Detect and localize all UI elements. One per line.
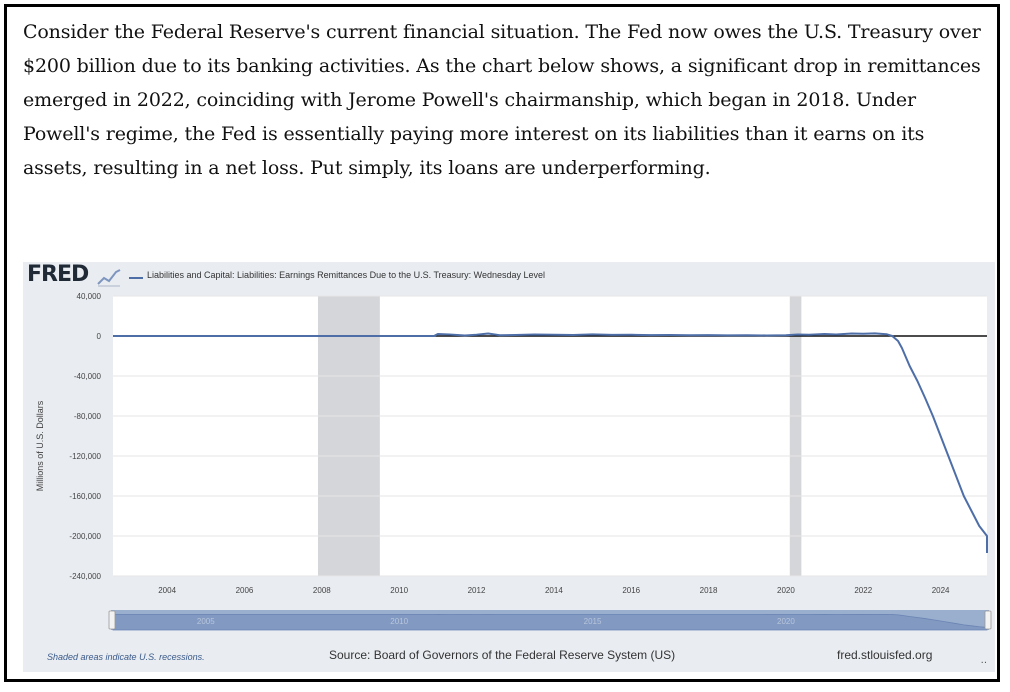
x-tick-label-8: 2020 xyxy=(777,586,795,595)
recession-band-0 xyxy=(317,296,380,576)
navigator-series xyxy=(112,614,988,631)
x-tick-label-9: 2022 xyxy=(854,586,872,595)
y-tick-label-5: -160,000 xyxy=(69,492,101,501)
y-tick-label-0: 40,000 xyxy=(77,292,102,301)
navigator-left-handle[interactable] xyxy=(108,610,116,630)
y-axis-label: Millions of U.S. Dollars xyxy=(35,400,45,491)
recession-band-1 xyxy=(789,296,802,576)
intro-paragraph: Consider the Federal Reserve's current f… xyxy=(23,21,981,179)
source-attribution: Source: Board of Governors of the Federa… xyxy=(329,648,676,662)
line-chart: 40,000 0 -40,000 -80,000 -120,000 -160,000 -20… xyxy=(35,292,992,631)
navigator-right-handle[interactable] xyxy=(984,610,992,630)
series-line-0 xyxy=(113,332,988,553)
x-tick-label-4: 2012 xyxy=(468,586,486,595)
fred-logo[interactable]: FRED xyxy=(27,262,89,287)
legend-series-label[interactable]: Liabilities and Capital: Liabilities: Ea… xyxy=(147,270,546,280)
legend-series-swatch xyxy=(129,277,143,279)
y-tick-label-1: 0 xyxy=(97,332,102,341)
y-tick-label-7: -240,000 xyxy=(69,572,101,581)
navigator-label-2: 2015 xyxy=(584,617,602,626)
fred-logo-chart-icon xyxy=(97,269,121,287)
x-tick-label-0: 2004 xyxy=(158,586,176,595)
recession-note: Shaded areas indicate U.S. recessions. xyxy=(47,652,205,662)
x-tick-label-3: 2010 xyxy=(390,586,408,595)
y-tick-label-3: -80,000 xyxy=(74,412,102,421)
x-tick-label-1: 2006 xyxy=(236,586,254,595)
fred-chart-panel: FRED Liabilities and Capital: Liabilitie… xyxy=(23,262,995,672)
y-tick-label-4: -120,000 xyxy=(69,452,101,461)
navigator-label-3: 2020 xyxy=(777,617,795,626)
x-tick-label-2: 2008 xyxy=(313,586,331,595)
article-frame: Consider the Federal Reserve's current f… xyxy=(4,4,1000,682)
navigator-label-0: 2005 xyxy=(197,617,215,626)
navigator-label-1: 2010 xyxy=(390,617,408,626)
x-tick-label-6: 2016 xyxy=(622,586,640,595)
x-tick-label-5: 2014 xyxy=(545,586,563,595)
x-tick-label-7: 2018 xyxy=(700,586,718,595)
x-tick-label-10: 2024 xyxy=(932,586,950,595)
y-tick-label-6: -200,000 xyxy=(69,532,101,541)
y-tick-label-2: -40,000 xyxy=(74,372,102,381)
more-options-dots[interactable]: .. xyxy=(980,655,987,666)
plot-area xyxy=(113,296,987,576)
fred-site-link[interactable]: fred.stlouisfed.org xyxy=(837,648,933,662)
